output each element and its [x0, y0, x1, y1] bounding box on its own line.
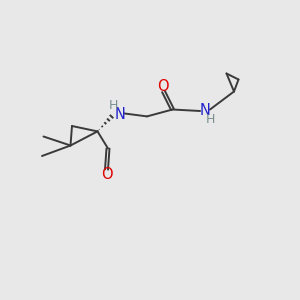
- Text: H: H: [108, 99, 118, 112]
- Text: O: O: [101, 167, 112, 182]
- Text: N: N: [115, 107, 125, 122]
- Text: O: O: [157, 79, 169, 94]
- Text: H: H: [205, 112, 215, 126]
- Text: N: N: [200, 103, 211, 118]
